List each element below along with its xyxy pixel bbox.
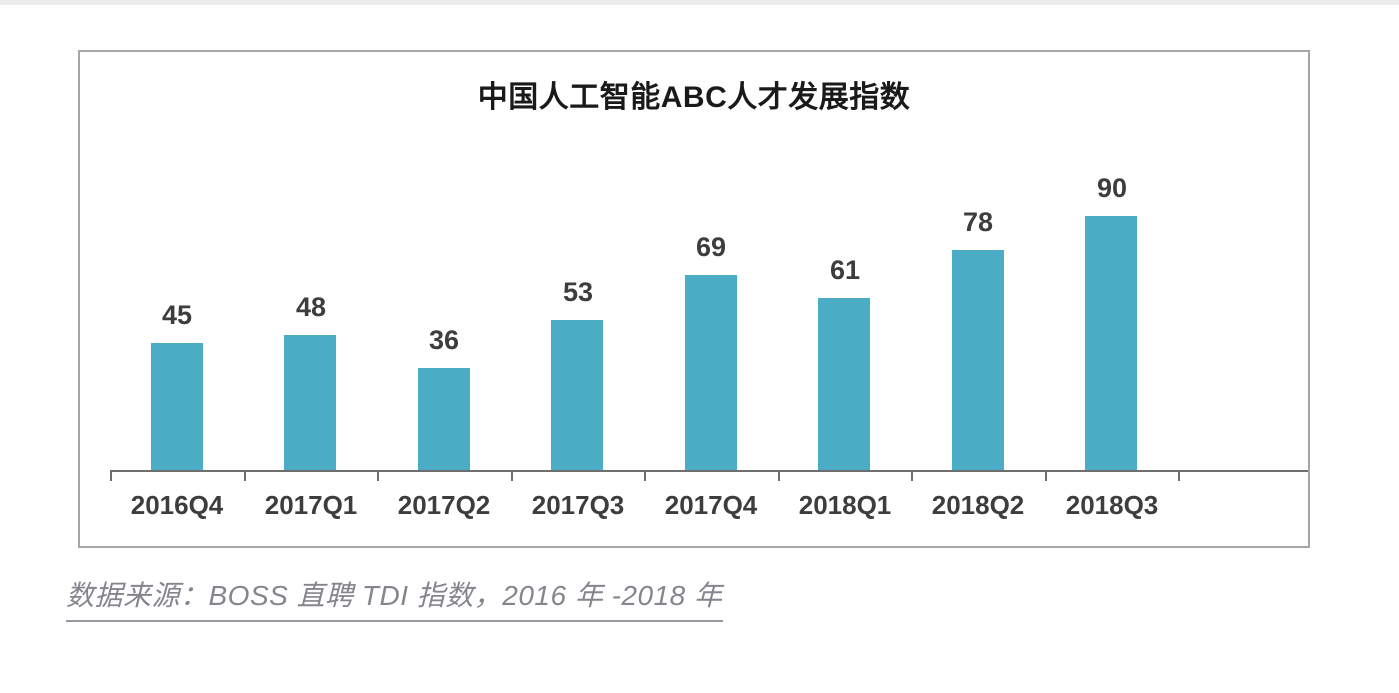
bar-2018Q2 <box>952 250 1004 470</box>
bar-value-label: 61 <box>829 255 861 285</box>
category-label: 2017Q4 <box>664 490 758 520</box>
bar-2018Q3 <box>1085 216 1137 470</box>
bar-value-label: 48 <box>295 292 327 322</box>
x-axis-tick <box>911 472 913 481</box>
category-label: 2017Q2 <box>397 490 491 520</box>
category-label: 2016Q4 <box>130 490 224 520</box>
bar-2017Q3 <box>551 320 603 470</box>
category-label: 2018Q1 <box>798 490 892 520</box>
bar-value-label: 69 <box>695 232 727 262</box>
x-axis-tick <box>511 472 513 481</box>
bar-value-label: 36 <box>428 325 460 355</box>
x-axis-tick <box>244 472 246 481</box>
source-note: 数据来源：BOSS 直聘 TDI 指数，2016 年 -2018 年 <box>66 574 723 622</box>
bar-value-label: 53 <box>562 277 594 307</box>
category-label: 2017Q3 <box>531 490 625 520</box>
x-axis-tick <box>110 472 112 481</box>
chart-frame: 中国人工智能ABC人才发展指数 45 2016Q4 48 2017Q1 36 2017Q2… <box>78 50 1310 548</box>
x-axis-tick <box>377 472 379 481</box>
bar-value-label: 90 <box>1096 173 1128 203</box>
category-label: 2017Q1 <box>264 490 358 520</box>
bar-2017Q2 <box>418 368 470 470</box>
source-note-text: 数据来源：BOSS 直聘 TDI 指数，2016 年 -2018 年 <box>66 574 723 622</box>
x-axis-tick <box>778 472 780 481</box>
bar-value-label: 78 <box>962 207 994 237</box>
bar-2017Q4 <box>685 275 737 470</box>
bar-value-label: 45 <box>161 300 193 330</box>
category-label: 2018Q3 <box>1065 490 1159 520</box>
bar-2016Q4 <box>151 343 203 470</box>
plot-area: 45 2016Q4 48 2017Q1 36 2017Q2 53 2017Q3 69 2017Q4… <box>80 52 1308 546</box>
window-edge-strip <box>0 0 1399 5</box>
category-label: 2018Q2 <box>931 490 1025 520</box>
x-axis-tick <box>1045 472 1047 481</box>
x-axis-tick <box>644 472 646 481</box>
chart-title: 中国人工智能ABC人才发展指数 <box>477 81 911 114</box>
bar-2018Q1 <box>818 298 870 470</box>
bar-2017Q1 <box>284 335 336 470</box>
x-axis-tick <box>1178 472 1180 481</box>
x-axis-line <box>110 470 1308 472</box>
